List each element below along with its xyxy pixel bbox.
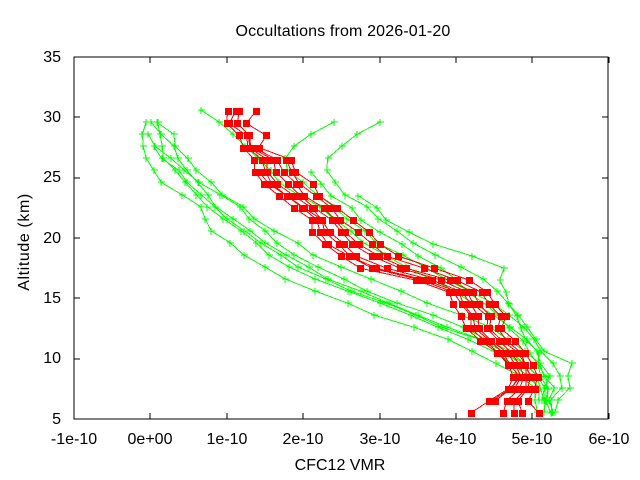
svg-text:0e+00: 0e+00 [128,431,173,448]
svg-text:2e-10: 2e-10 [283,431,324,448]
svg-text:30: 30 [43,109,61,126]
svg-text:5: 5 [52,411,61,428]
svg-text:Altitude (km): Altitude (km) [16,193,33,291]
svg-text:15: 15 [43,290,61,307]
svg-text:20: 20 [43,230,61,247]
svg-text:Occultations from 2026-01-20: Occultations from 2026-01-20 [236,23,451,40]
svg-text:5e-10: 5e-10 [512,431,553,448]
svg-text:25: 25 [43,169,61,186]
svg-text:35: 35 [43,49,61,66]
svg-text:1e-10: 1e-10 [207,431,248,448]
svg-text:10: 10 [43,350,61,367]
svg-text:6e-10: 6e-10 [589,431,630,448]
svg-text:3e-10: 3e-10 [360,431,401,448]
svg-text:CFC12 VMR: CFC12 VMR [295,457,386,474]
svg-text:4e-10: 4e-10 [436,431,477,448]
svg-text:-1e-10: -1e-10 [51,431,97,448]
